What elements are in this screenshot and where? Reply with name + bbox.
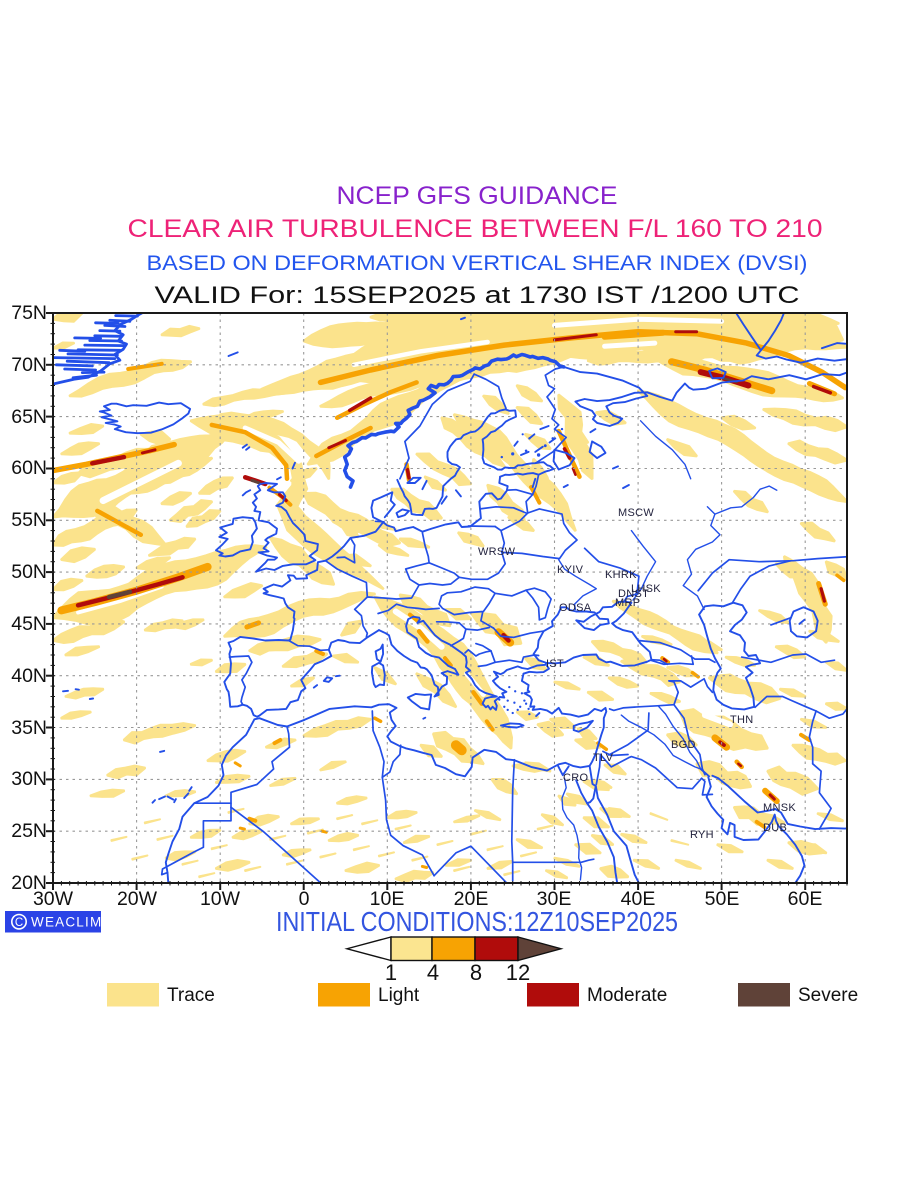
svg-text:WRSW: WRSW — [478, 546, 516, 558]
svg-text:40E: 40E — [621, 888, 656, 910]
svg-text:WEACLIM: WEACLIM — [31, 915, 102, 930]
svg-text:50E: 50E — [705, 888, 740, 910]
svg-text:Trace: Trace — [167, 985, 215, 1006]
svg-text:12: 12 — [506, 960, 530, 985]
svg-text:8: 8 — [470, 960, 482, 985]
svg-text:60N: 60N — [11, 457, 47, 479]
svg-text:75N: 75N — [11, 302, 47, 324]
svg-text:DUB: DUB — [763, 822, 787, 834]
svg-text:20E: 20E — [454, 888, 489, 910]
svg-text:65N: 65N — [11, 406, 47, 428]
svg-text:IST: IST — [546, 658, 564, 670]
svg-text:55N: 55N — [11, 509, 47, 531]
svg-text:C: C — [15, 917, 23, 929]
svg-text:MNSK: MNSK — [763, 802, 796, 814]
svg-text:Moderate: Moderate — [587, 985, 667, 1006]
svg-text:RYH: RYH — [690, 829, 714, 841]
svg-text:VALID For: 15SEP2025 at 1730 I: VALID For: 15SEP2025 at 1730 IST /1200 U… — [155, 282, 800, 309]
svg-text:TLV: TLV — [593, 752, 614, 764]
svg-text:INITIAL CONDITIONS:12Z10SEP202: INITIAL CONDITIONS:12Z10SEP2025 — [276, 906, 678, 937]
svg-text:BGD: BGD — [671, 739, 696, 751]
svg-text:DNST: DNST — [618, 588, 649, 600]
svg-text:70N: 70N — [11, 354, 47, 376]
svg-text:30E: 30E — [537, 888, 572, 910]
svg-text:CRO: CRO — [563, 772, 588, 784]
svg-text:CLEAR AIR TURBULENCE BETWEEN F: CLEAR AIR TURBULENCE BETWEEN F/L 160 TO … — [128, 215, 823, 243]
svg-text:4: 4 — [427, 960, 439, 985]
svg-text:0: 0 — [299, 888, 310, 910]
svg-text:10W: 10W — [200, 888, 241, 910]
svg-text:25N: 25N — [11, 820, 47, 842]
svg-text:1: 1 — [385, 960, 397, 985]
svg-text:20N: 20N — [11, 872, 47, 894]
svg-text:20W: 20W — [117, 888, 158, 910]
svg-text:60E: 60E — [788, 888, 823, 910]
svg-text:MRP: MRP — [615, 597, 640, 609]
svg-text:Severe: Severe — [798, 985, 858, 1006]
svg-text:ODSA: ODSA — [559, 602, 592, 614]
svg-text:40N: 40N — [11, 665, 47, 687]
svg-text:35N: 35N — [11, 717, 47, 739]
svg-text:THN: THN — [730, 714, 754, 726]
svg-text:NCEP GFS GUIDANCE: NCEP GFS GUIDANCE — [337, 182, 618, 210]
svg-text:30N: 30N — [11, 768, 47, 790]
svg-text:LHSK: LHSK — [631, 583, 661, 595]
svg-text:50N: 50N — [11, 561, 47, 583]
svg-text:Light: Light — [378, 985, 420, 1006]
svg-text:BASED ON DEFORMATION VERTICAL: BASED ON DEFORMATION VERTICAL SHEAR INDE… — [147, 251, 808, 275]
svg-text:45N: 45N — [11, 613, 47, 635]
svg-text:30W: 30W — [33, 888, 74, 910]
svg-text:KHRK: KHRK — [605, 569, 637, 581]
svg-text:KYIV: KYIV — [557, 564, 584, 576]
svg-text:MSCW: MSCW — [618, 507, 654, 519]
svg-text:10E: 10E — [370, 888, 405, 910]
